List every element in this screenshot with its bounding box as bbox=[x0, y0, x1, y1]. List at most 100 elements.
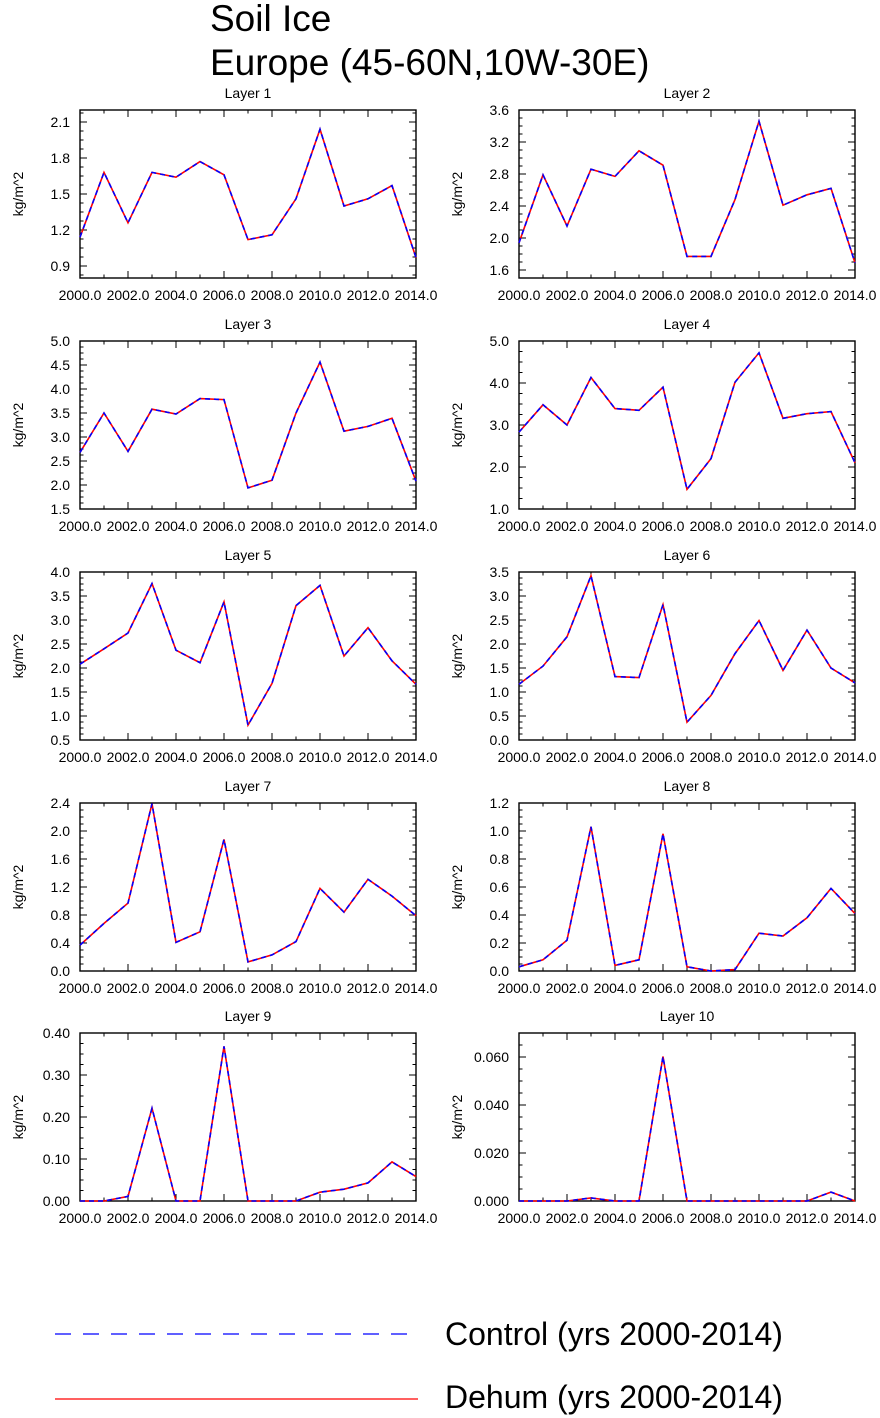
plot-frame bbox=[79, 802, 417, 972]
y-tick-label: 2.8 bbox=[490, 166, 510, 182]
x-tick-label: 2010.0 bbox=[738, 287, 781, 303]
y-tick-label: 0.00 bbox=[43, 1193, 70, 1209]
y-tick-label: 1.2 bbox=[51, 879, 71, 895]
x-tick-label: 2000.0 bbox=[498, 749, 541, 765]
y-tick-label: 1.8 bbox=[51, 150, 71, 166]
y-tick-label: 0.0 bbox=[51, 963, 71, 979]
y-tick-label: 1.0 bbox=[51, 708, 71, 724]
panels-group: Layer 1 kg/m^2 2000.0 2002.0 2004.0 2006.0 200… bbox=[10, 85, 877, 1226]
x-tick-label: 2000.0 bbox=[498, 980, 541, 996]
x-tick-label: 2008.0 bbox=[690, 1210, 733, 1226]
y-tick-label: 0.8 bbox=[51, 907, 71, 923]
y-tick-label: 0.8 bbox=[490, 851, 510, 867]
x-tick-label: 2010.0 bbox=[299, 1210, 342, 1226]
y-tick-label: 4.0 bbox=[51, 564, 71, 580]
x-tick-label: 2002.0 bbox=[107, 1210, 150, 1226]
x-tick-label: 2012.0 bbox=[786, 980, 829, 996]
x-tick-label: 2008.0 bbox=[690, 287, 733, 303]
plot-frame bbox=[518, 109, 856, 279]
x-tick-label: 2000.0 bbox=[59, 1210, 102, 1226]
x-tick-label: 2008.0 bbox=[690, 749, 733, 765]
dehum-series-line bbox=[80, 1046, 417, 1202]
y-axis-label: kg/m^2 bbox=[449, 864, 465, 909]
x-tick-label: 2008.0 bbox=[251, 749, 294, 765]
x-tick-label: 2014.0 bbox=[395, 1210, 438, 1226]
y-tick-label: 3.5 bbox=[51, 588, 71, 604]
dehum-series-line bbox=[518, 573, 856, 724]
x-tick-label: 2002.0 bbox=[107, 980, 150, 996]
y-tick-label: 3.5 bbox=[51, 405, 71, 421]
x-tick-label: 2010.0 bbox=[738, 1210, 781, 1226]
plot-frame bbox=[79, 340, 417, 510]
y-tick-label: 3.2 bbox=[490, 134, 510, 150]
dehum-series-line bbox=[79, 126, 417, 258]
panel-title: Layer 7 bbox=[225, 778, 272, 794]
y-tick-label: 0.5 bbox=[51, 732, 71, 748]
x-tick-label: 2014.0 bbox=[834, 518, 877, 534]
x-tick-label: 2006.0 bbox=[642, 980, 685, 996]
x-tick-label: 2000.0 bbox=[59, 287, 102, 303]
chart-panel-6: Layer 6 kg/m^2 2000.0 2002.0 2004.0 2006.0 200… bbox=[449, 547, 877, 765]
chart-panel-4: Layer 4 kg/m^2 2000.0 2002.0 2004.0 2006.0 200… bbox=[449, 316, 877, 534]
panel-title: Layer 4 bbox=[664, 316, 711, 332]
plot-frame bbox=[79, 1032, 417, 1202]
y-axis-label: kg/m^2 bbox=[10, 402, 26, 447]
y-tick-label: 1.0 bbox=[490, 823, 510, 839]
chart-panel-5: Layer 5 kg/m^2 2000.0 2002.0 2004.0 2006.0 200… bbox=[10, 547, 438, 765]
y-tick-label: 2.0 bbox=[490, 230, 510, 246]
y-axis-label: kg/m^2 bbox=[10, 1094, 26, 1139]
x-tick-label: 2002.0 bbox=[107, 749, 150, 765]
dehum-series-line bbox=[518, 826, 856, 972]
panel-title: Layer 1 bbox=[225, 85, 272, 101]
y-tick-label: 2.5 bbox=[51, 453, 71, 469]
control-series-line bbox=[518, 351, 856, 492]
control-series-line bbox=[79, 803, 417, 963]
dehum-series-line bbox=[79, 803, 417, 963]
x-tick-label: 2002.0 bbox=[546, 518, 589, 534]
x-tick-label: 2006.0 bbox=[642, 518, 685, 534]
x-tick-label: 2006.0 bbox=[203, 1210, 246, 1226]
x-tick-label: 2000.0 bbox=[498, 518, 541, 534]
x-tick-label: 2000.0 bbox=[59, 518, 102, 534]
y-axis-label: kg/m^2 bbox=[449, 1094, 465, 1139]
x-tick-label: 2000.0 bbox=[59, 980, 102, 996]
x-tick-label: 2004.0 bbox=[155, 749, 198, 765]
figure-title-line-1: Soil Ice bbox=[210, 0, 331, 39]
y-tick-label: 2.0 bbox=[490, 636, 510, 652]
x-tick-label: 2004.0 bbox=[155, 980, 198, 996]
y-tick-label: 1.5 bbox=[51, 186, 71, 202]
x-tick-label: 2004.0 bbox=[155, 518, 198, 534]
x-tick-label: 2000.0 bbox=[59, 749, 102, 765]
x-tick-label: 2012.0 bbox=[786, 287, 829, 303]
legend: Control (yrs 2000-2014) Dehum (yrs 2000-… bbox=[55, 1316, 783, 1415]
y-tick-label: 0.4 bbox=[51, 935, 71, 951]
x-tick-label: 2014.0 bbox=[834, 749, 877, 765]
y-tick-label: 5.0 bbox=[51, 333, 71, 349]
control-series-line bbox=[519, 1056, 856, 1202]
y-tick-label: 1.5 bbox=[51, 684, 71, 700]
x-tick-label: 2014.0 bbox=[395, 980, 438, 996]
x-tick-label: 2006.0 bbox=[642, 287, 685, 303]
x-tick-label: 2006.0 bbox=[203, 980, 246, 996]
chart-panel-8: Layer 8 kg/m^2 2000.0 2002.0 2004.0 2006.0 200… bbox=[449, 778, 877, 996]
y-tick-label: 0.2 bbox=[490, 935, 510, 951]
y-tick-label: 0.000 bbox=[474, 1193, 509, 1209]
y-tick-label: 2.0 bbox=[51, 660, 71, 676]
x-tick-label: 2010.0 bbox=[738, 518, 781, 534]
dehum-series-line bbox=[518, 118, 856, 264]
x-tick-label: 2000.0 bbox=[498, 1210, 541, 1226]
x-tick-label: 2004.0 bbox=[594, 287, 637, 303]
plot-frame bbox=[518, 340, 856, 510]
x-tick-label: 2012.0 bbox=[786, 518, 829, 534]
y-tick-label: 0.060 bbox=[474, 1049, 509, 1065]
y-tick-label: 2.4 bbox=[490, 198, 510, 214]
y-tick-label: 2.0 bbox=[490, 459, 510, 475]
x-tick-label: 2010.0 bbox=[299, 749, 342, 765]
x-tick-label: 2014.0 bbox=[834, 980, 877, 996]
y-tick-label: 1.0 bbox=[490, 501, 510, 517]
y-tick-label: 2.1 bbox=[51, 114, 71, 130]
y-tick-label: 2.0 bbox=[51, 823, 71, 839]
y-tick-label: 3.5 bbox=[490, 564, 510, 580]
x-tick-label: 2004.0 bbox=[594, 749, 637, 765]
x-tick-label: 2014.0 bbox=[395, 518, 438, 534]
